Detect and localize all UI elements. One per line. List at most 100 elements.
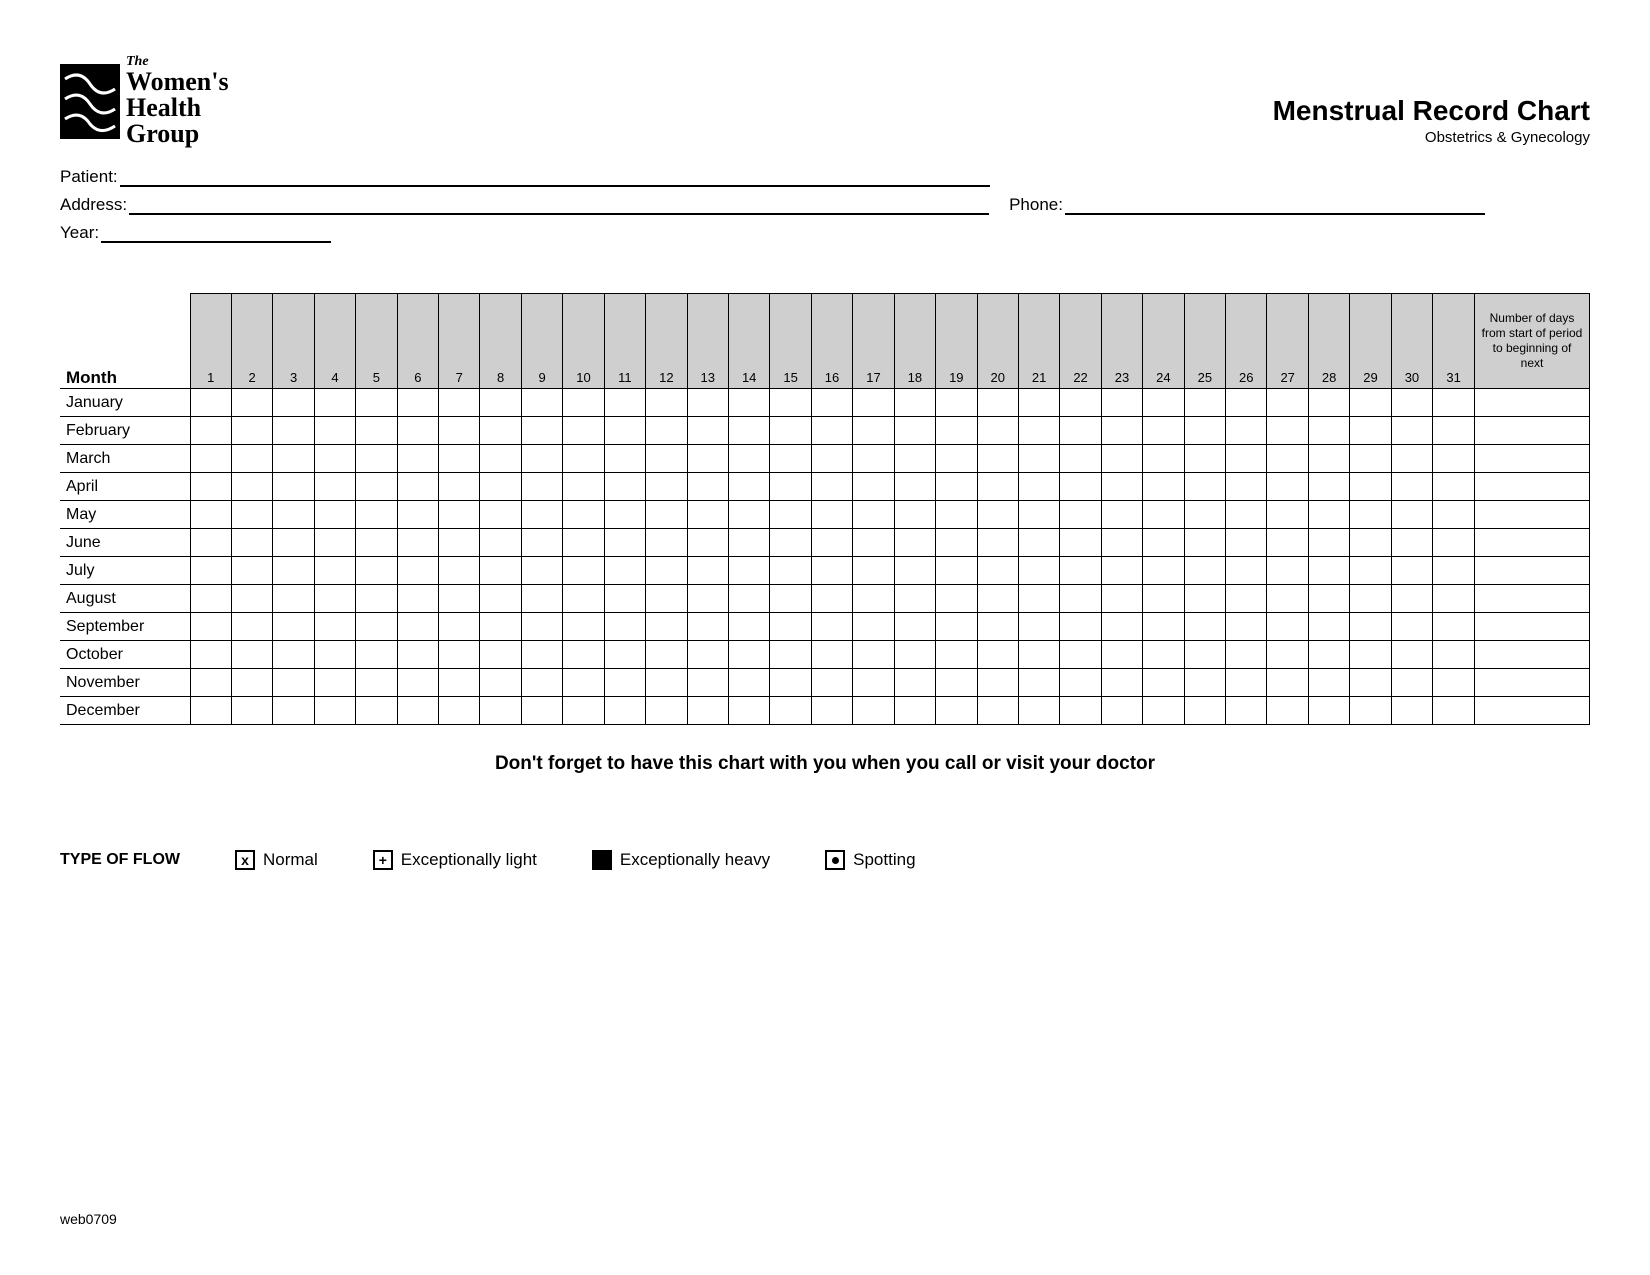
day-cell[interactable]: [1143, 585, 1184, 613]
day-cell[interactable]: [1267, 529, 1308, 557]
day-cell[interactable]: [439, 669, 480, 697]
day-cell[interactable]: [1018, 557, 1059, 585]
day-cell[interactable]: [1391, 669, 1432, 697]
day-cell[interactable]: [480, 557, 521, 585]
day-cell[interactable]: [231, 669, 272, 697]
day-cell[interactable]: [770, 557, 811, 585]
day-cell[interactable]: [728, 417, 769, 445]
day-cell[interactable]: [977, 585, 1018, 613]
day-cell[interactable]: [687, 501, 728, 529]
day-cell[interactable]: [1308, 669, 1349, 697]
day-cell[interactable]: [853, 557, 894, 585]
day-cell[interactable]: [646, 389, 687, 417]
day-cell[interactable]: [1018, 641, 1059, 669]
day-cell[interactable]: [563, 697, 604, 725]
day-cell[interactable]: [728, 473, 769, 501]
day-cell[interactable]: [1267, 445, 1308, 473]
day-cell[interactable]: [687, 585, 728, 613]
day-cell[interactable]: [936, 389, 977, 417]
day-cell[interactable]: [687, 697, 728, 725]
day-cell[interactable]: [894, 501, 935, 529]
day-cell[interactable]: [1267, 501, 1308, 529]
day-cell[interactable]: [1226, 697, 1267, 725]
day-cell[interactable]: [646, 445, 687, 473]
day-cell[interactable]: [646, 669, 687, 697]
day-cell[interactable]: [439, 697, 480, 725]
day-cell[interactable]: [1350, 445, 1391, 473]
day-cell[interactable]: [770, 697, 811, 725]
day-cell[interactable]: [1060, 473, 1101, 501]
day-cell[interactable]: [1267, 641, 1308, 669]
day-cell[interactable]: [190, 641, 231, 669]
day-cell[interactable]: [1267, 389, 1308, 417]
day-cell[interactable]: [770, 669, 811, 697]
day-cell[interactable]: [811, 585, 852, 613]
day-cell[interactable]: [687, 641, 728, 669]
day-cell[interactable]: [521, 529, 562, 557]
day-cell[interactable]: [1018, 417, 1059, 445]
day-cell[interactable]: [894, 641, 935, 669]
day-cell[interactable]: [1267, 417, 1308, 445]
day-cell[interactable]: [439, 529, 480, 557]
day-cell[interactable]: [231, 473, 272, 501]
day-cell[interactable]: [1433, 697, 1475, 725]
day-cell[interactable]: [894, 613, 935, 641]
day-cell[interactable]: [356, 501, 397, 529]
day-cell[interactable]: [563, 389, 604, 417]
day-cell[interactable]: [853, 389, 894, 417]
day-cell[interactable]: [563, 585, 604, 613]
day-cell[interactable]: [1350, 529, 1391, 557]
day-cell[interactable]: [1433, 501, 1475, 529]
day-cell[interactable]: [1101, 389, 1142, 417]
day-cell[interactable]: [356, 445, 397, 473]
cycle-length-cell[interactable]: [1475, 697, 1590, 725]
day-cell[interactable]: [563, 501, 604, 529]
day-cell[interactable]: [853, 501, 894, 529]
day-cell[interactable]: [687, 473, 728, 501]
day-cell[interactable]: [728, 613, 769, 641]
day-cell[interactable]: [521, 389, 562, 417]
day-cell[interactable]: [687, 613, 728, 641]
day-cell[interactable]: [314, 697, 355, 725]
day-cell[interactable]: [1391, 445, 1432, 473]
cycle-length-cell[interactable]: [1475, 669, 1590, 697]
day-cell[interactable]: [439, 641, 480, 669]
day-cell[interactable]: [811, 501, 852, 529]
day-cell[interactable]: [397, 669, 438, 697]
day-cell[interactable]: [1143, 417, 1184, 445]
day-cell[interactable]: [1018, 445, 1059, 473]
day-cell[interactable]: [1308, 585, 1349, 613]
day-cell[interactable]: [231, 697, 272, 725]
day-cell[interactable]: [1060, 641, 1101, 669]
day-cell[interactable]: [521, 585, 562, 613]
day-cell[interactable]: [770, 501, 811, 529]
day-cell[interactable]: [1184, 585, 1225, 613]
day-cell[interactable]: [480, 697, 521, 725]
day-cell[interactable]: [314, 669, 355, 697]
day-cell[interactable]: [397, 529, 438, 557]
day-cell[interactable]: [356, 669, 397, 697]
day-cell[interactable]: [356, 557, 397, 585]
day-cell[interactable]: [190, 529, 231, 557]
day-cell[interactable]: [1184, 641, 1225, 669]
day-cell[interactable]: [1308, 613, 1349, 641]
day-cell[interactable]: [1226, 669, 1267, 697]
day-cell[interactable]: [728, 445, 769, 473]
day-cell[interactable]: [977, 473, 1018, 501]
day-cell[interactable]: [853, 473, 894, 501]
day-cell[interactable]: [480, 473, 521, 501]
day-cell[interactable]: [1433, 585, 1475, 613]
day-cell[interactable]: [314, 501, 355, 529]
day-cell[interactable]: [563, 613, 604, 641]
day-cell[interactable]: [1143, 529, 1184, 557]
day-cell[interactable]: [1391, 473, 1432, 501]
day-cell[interactable]: [1143, 613, 1184, 641]
day-cell[interactable]: [936, 585, 977, 613]
day-cell[interactable]: [853, 697, 894, 725]
day-cell[interactable]: [563, 417, 604, 445]
day-cell[interactable]: [604, 529, 645, 557]
day-cell[interactable]: [770, 473, 811, 501]
day-cell[interactable]: [397, 445, 438, 473]
day-cell[interactable]: [646, 697, 687, 725]
day-cell[interactable]: [356, 585, 397, 613]
